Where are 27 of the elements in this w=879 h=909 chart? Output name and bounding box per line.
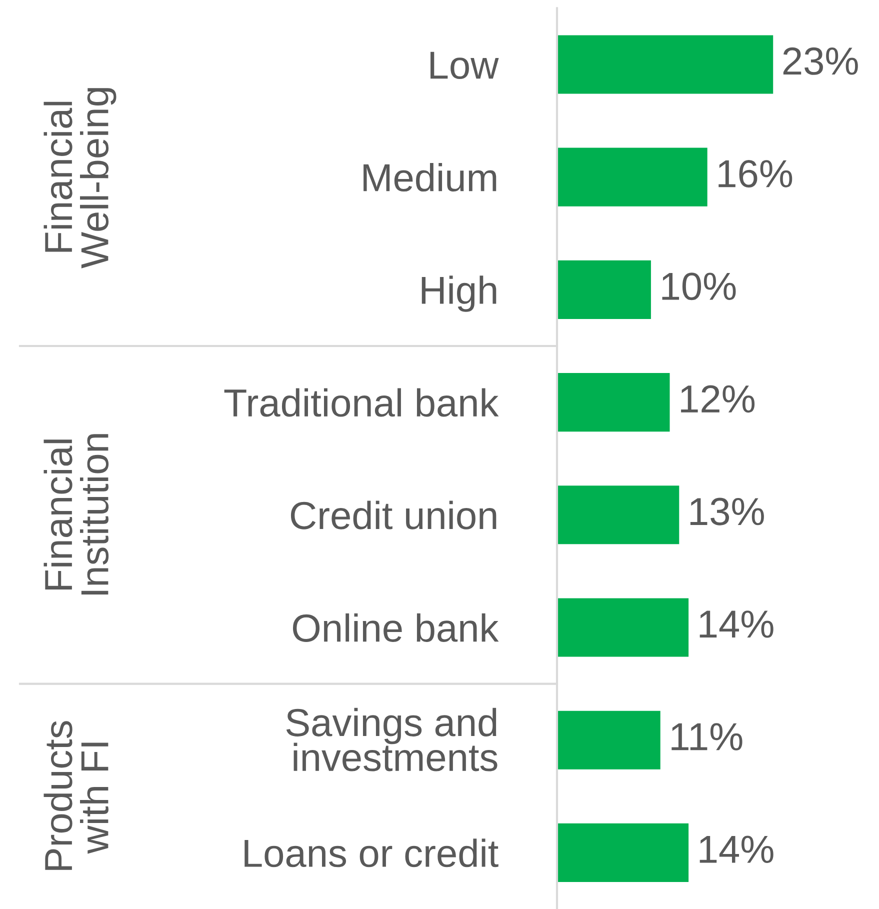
text: Financial Institution bbox=[44, 434, 109, 595]
bar bbox=[557, 823, 689, 882]
data-label: 14% bbox=[700, 836, 774, 863]
text: Financial Well-being bbox=[44, 88, 116, 268]
data-label: 23% bbox=[783, 47, 858, 75]
y-tick-label: Loans or credit bbox=[244, 838, 498, 868]
bar bbox=[557, 35, 774, 94]
bar bbox=[557, 598, 689, 657]
data-label: 10% bbox=[662, 272, 736, 300]
y-tick-label: Online bank bbox=[292, 613, 499, 642]
y-tick-label: Savings and investments bbox=[286, 708, 498, 772]
y-tick-label: Credit union bbox=[290, 500, 496, 530]
text: Products with FI bbox=[44, 721, 108, 870]
data-label: 16% bbox=[718, 160, 792, 188]
bar bbox=[557, 486, 680, 544]
bar bbox=[557, 373, 670, 432]
y-tick-label: Low bbox=[430, 52, 499, 79]
bar bbox=[557, 148, 708, 206]
y-tick-label: Traditional bank bbox=[224, 388, 499, 417]
data-label: 11% bbox=[672, 723, 742, 750]
bar bbox=[557, 710, 660, 770]
y-tick-label: Medium bbox=[364, 162, 496, 192]
data-label: 12% bbox=[681, 385, 755, 413]
bar bbox=[557, 260, 651, 319]
data-label: 13% bbox=[690, 498, 764, 526]
data-label: 14% bbox=[700, 610, 774, 638]
y-tick-label: High bbox=[422, 276, 496, 312]
